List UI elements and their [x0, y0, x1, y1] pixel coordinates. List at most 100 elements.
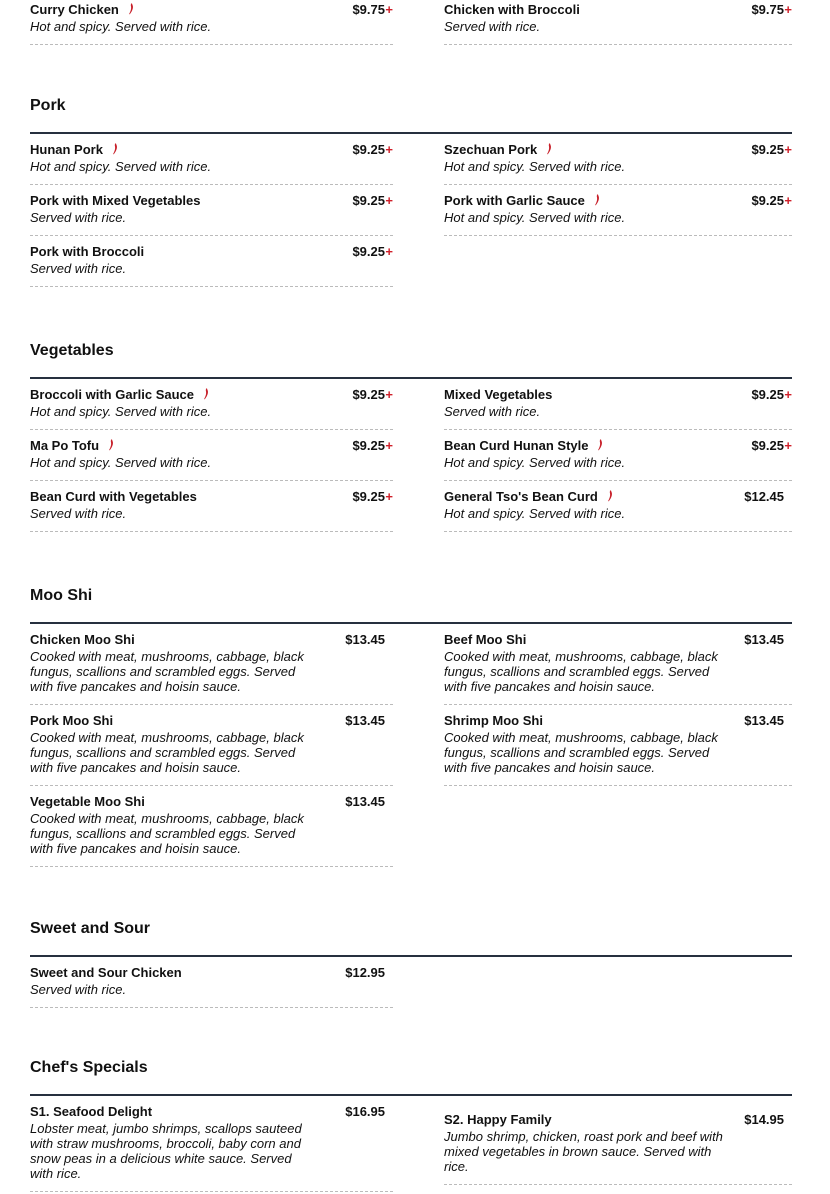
item-name: S1. Seafood Delight	[30, 1104, 153, 1119]
menu-item[interactable]: Chicken Moo Shi Cooked with meat, mushroo…	[30, 624, 393, 705]
item-name-row: S1. Seafood Delight	[30, 1102, 393, 1121]
item-price: $9.25 +	[751, 191, 792, 210]
section-title: Moo Shi	[30, 587, 93, 604]
item-name: Mixed Vegetables	[444, 387, 553, 402]
menu-item[interactable]: S1. Seafood Delight Lobster meat, jumbo s…	[30, 1096, 393, 1192]
item-description: Hot and spicy. Served with rice.	[30, 455, 212, 470]
menu-item[interactable]: Vegetable Moo Shi Cooked with meat, mushr…	[30, 786, 393, 867]
menu-item[interactable]: Shrimp Moo Shi Cooked with meat, mushroom…	[444, 705, 792, 786]
section-columns: Broccoli with Garlic Sauce Hot and spicy.…	[30, 379, 792, 532]
price-value: $13.45	[744, 632, 784, 647]
price-value: $9.25	[352, 387, 385, 402]
section-columns: Hunan Pork Hot and spicy. Served with ric…	[30, 134, 792, 287]
menu-item[interactable]: Ma Po Tofu Hot and spicy. Served with ric…	[30, 430, 393, 481]
item-price: $13.45	[345, 792, 385, 811]
item-description: Served with rice.	[30, 261, 127, 276]
item-name-row: Bean Curd with Vegetables	[30, 487, 393, 506]
menu-section: Sweet and Sour Sweet and Sour Chicken Serv…	[30, 920, 792, 1008]
menu-item[interactable]: Chicken with Broccoli Served with rice. $9…	[444, 0, 792, 45]
price-value: $9.25	[352, 142, 385, 157]
item-name-row: Ma Po Tofu	[30, 436, 393, 455]
menu-section: Chef's Specials S1. Seafood Delight Lobste…	[30, 1059, 792, 1192]
item-name: Beef Moo Shi	[444, 632, 527, 647]
price-value: $13.45	[345, 632, 385, 647]
item-name: Pork Moo Shi	[30, 713, 114, 728]
price-options-plus[interactable]: +	[784, 2, 792, 17]
price-value: $16.95	[345, 1104, 385, 1119]
price-options-plus[interactable]: +	[784, 438, 792, 453]
item-name: Sweet and Sour Chicken	[30, 965, 182, 980]
menu-item[interactable]: Pork with Garlic Sauce Hot and spicy. Ser…	[444, 185, 792, 236]
price-value: $13.45	[345, 713, 385, 728]
price-options-plus[interactable]: +	[385, 142, 393, 157]
price-options-plus[interactable]: +	[385, 438, 393, 453]
item-name: Hunan Pork	[30, 142, 103, 157]
item-name: S2. Happy Family	[444, 1112, 552, 1127]
menu-item[interactable]: Pork with Mixed Vegetables Served with ri…	[30, 185, 393, 236]
item-name: Bean Curd with Vegetables	[30, 489, 197, 504]
item-name: Chicken with Broccoli	[444, 2, 580, 17]
item-price: $9.75 +	[751, 0, 792, 19]
menu-item[interactable]: Broccoli with Garlic Sauce Hot and spicy.…	[30, 379, 393, 430]
price-options-plus[interactable]: +	[784, 193, 792, 208]
item-name: Szechuan Pork	[444, 142, 538, 157]
menu-item[interactable]: S2. Happy Family Jumbo shrimp, chicken, r…	[444, 1096, 792, 1185]
item-description: Hot and spicy. Served with rice.	[444, 506, 626, 521]
chili-pepper-icon	[596, 437, 604, 451]
menu-item[interactable]: Hunan Pork Hot and spicy. Served with ric…	[30, 134, 393, 185]
item-description: Served with rice.	[444, 19, 541, 34]
menu-section: Moo Shi Chicken Moo Shi Cooked with meat, …	[30, 587, 792, 867]
menu-item[interactable]: Beef Moo Shi Cooked with meat, mushrooms,…	[444, 624, 792, 705]
menu-item[interactable]: Bean Curd with Vegetables Served with ric…	[30, 481, 393, 532]
left-column: Broccoli with Garlic Sauce Hot and spicy.…	[30, 379, 393, 532]
right-column: S2. Happy Family Jumbo shrimp, chicken, r…	[444, 1096, 792, 1185]
chili-pepper-icon	[593, 192, 601, 206]
price-value: $9.75	[352, 2, 385, 17]
item-price: $12.95	[345, 963, 385, 982]
menu-item[interactable]: General Tso's Bean Curd Hot and spicy. Se…	[444, 481, 792, 532]
item-description: Jumbo shrimp, chicken, roast pork and be…	[444, 1129, 723, 1174]
section-columns: Chicken Moo Shi Cooked with meat, mushroo…	[30, 624, 792, 867]
section-columns: S1. Seafood Delight Lobster meat, jumbo s…	[30, 1096, 792, 1192]
menu-item[interactable]: Curry Chicken Hot and spicy. Served with …	[30, 0, 393, 45]
price-value: $9.25	[751, 193, 784, 208]
section-divider	[30, 377, 792, 379]
left-column: Curry Chicken Hot and spicy. Served with …	[30, 0, 393, 45]
item-description: Cooked with meat, mushrooms, cabbage, bl…	[30, 649, 304, 694]
menu-item[interactable]: Szechuan Pork Hot and spicy. Served with …	[444, 134, 792, 185]
item-price: $9.25 +	[352, 191, 393, 210]
section-divider	[30, 1094, 792, 1096]
price-options-plus[interactable]: +	[784, 142, 792, 157]
item-description: Served with rice.	[30, 982, 127, 997]
price-options-plus[interactable]: +	[385, 244, 393, 259]
section-title: Chef's Specials	[30, 1059, 148, 1076]
item-price: $12.45	[744, 487, 784, 506]
item-name-row: Chicken Moo Shi	[30, 630, 393, 649]
item-name: Broccoli with Garlic Sauce	[30, 387, 194, 402]
chili-pepper-icon	[202, 386, 210, 400]
item-description: Hot and spicy. Served with rice.	[444, 159, 626, 174]
menu-item[interactable]: Mixed Vegetables Served with rice. $9.25 +	[444, 379, 792, 430]
section-partial: Curry Chicken Hot and spicy. Served with …	[30, 0, 792, 45]
section-divider	[30, 132, 792, 134]
menu-item[interactable]: Sweet and Sour Chicken Served with rice. $…	[30, 957, 393, 1008]
price-options-plus[interactable]: +	[385, 2, 393, 17]
price-options-plus[interactable]: +	[784, 387, 792, 402]
item-name-row: General Tso's Bean Curd	[444, 487, 792, 506]
price-options-plus[interactable]: +	[385, 193, 393, 208]
section-columns: Curry Chicken Hot and spicy. Served with …	[30, 0, 792, 45]
menu-item[interactable]: Bean Curd Hunan Style Hot and spicy. Serv…	[444, 430, 792, 481]
item-description: Served with rice.	[30, 506, 127, 521]
price-value: $13.45	[744, 713, 784, 728]
price-options-plus[interactable]: +	[385, 489, 393, 504]
menu-item[interactable]: Pork Moo Shi Cooked with meat, mushrooms,…	[30, 705, 393, 786]
item-description: Hot and spicy. Served with rice.	[444, 210, 626, 225]
price-options-plus[interactable]: +	[385, 387, 393, 402]
menu-item[interactable]: Pork with Broccoli Served with rice. $9.25…	[30, 236, 393, 287]
item-price: $14.95	[744, 1110, 784, 1129]
section-columns: Sweet and Sour Chicken Served with rice. $…	[30, 957, 792, 1008]
item-name: Bean Curd Hunan Style	[444, 438, 589, 453]
price-value: $14.95	[744, 1112, 784, 1127]
item-name-row: Pork Moo Shi	[30, 711, 393, 730]
menu-section: Vegetables Broccoli with Garlic Sauce Hot …	[30, 342, 792, 532]
